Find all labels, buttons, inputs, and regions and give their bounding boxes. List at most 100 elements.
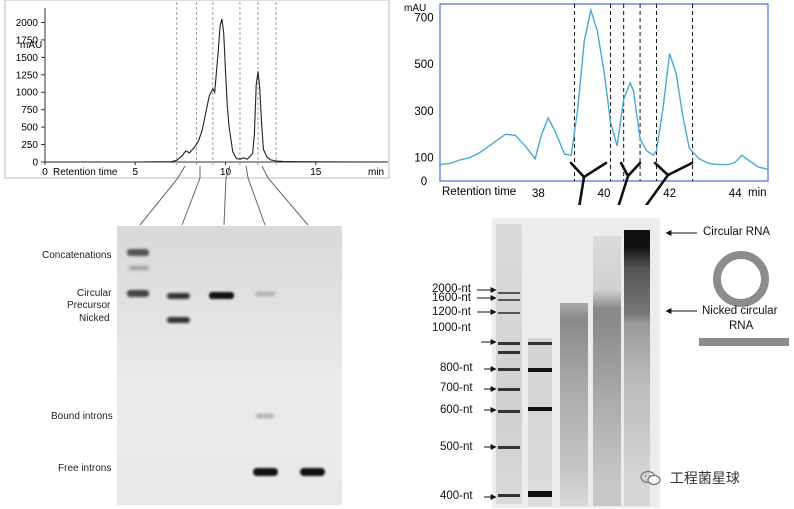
label-circular: Circular xyxy=(77,288,112,299)
sample-lane-3 xyxy=(624,230,650,506)
marker-band xyxy=(528,407,552,411)
right-y-tick-label: 700 xyxy=(414,12,433,24)
left-y-tick-label: 1750 xyxy=(16,35,39,46)
sample-lane-2 xyxy=(593,236,621,506)
ladder-band xyxy=(498,299,520,301)
connector-lane-1 xyxy=(139,165,186,226)
right-chart-frame xyxy=(439,3,769,182)
connector-lane-2 xyxy=(181,166,201,226)
left-y-tick-label: 500 xyxy=(21,123,38,134)
circular-rna-icon xyxy=(713,251,769,307)
right-x-unit: min xyxy=(748,187,767,199)
left-x-unit: min xyxy=(368,167,384,178)
label-precursor: Precursor xyxy=(67,300,111,311)
label-nicked: Nicked xyxy=(79,313,110,324)
marker-band xyxy=(528,368,552,372)
ladder-label-400: 400-nt xyxy=(440,490,473,502)
nicked-rna-icon xyxy=(699,338,789,346)
left-trace-line xyxy=(45,18,389,163)
ladder-band xyxy=(498,494,520,497)
label-free-introns: Free introns xyxy=(58,463,112,474)
left-y-tick-label: 1500 xyxy=(16,53,39,64)
gel-band xyxy=(255,292,275,296)
left-x-tick-label: 0 xyxy=(42,167,48,178)
left-x-axis-label: Retention time xyxy=(53,167,118,178)
left-y-tick-label: 250 xyxy=(21,140,38,151)
left-y-axis-label: mAU xyxy=(20,40,42,51)
right-funnel-2-stem xyxy=(617,174,630,205)
left-x-tick-label: 15 xyxy=(310,167,322,178)
right-y-tick-label: 0 xyxy=(421,176,427,188)
right-trace-line xyxy=(439,7,769,170)
left-chromatogram: mAU 2000 1750 1500 1250 1000 750 500 250 0 0 5 10 1… xyxy=(4,0,390,179)
right-y-tick-label: 300 xyxy=(414,106,433,118)
ladder-label-2000: 2000-nt xyxy=(432,283,472,295)
ladder-band xyxy=(498,312,520,314)
ladder-band xyxy=(498,410,520,413)
gel-band xyxy=(300,468,325,476)
ladder-band xyxy=(498,292,520,294)
ladder-label-1200: 1200-nt xyxy=(432,306,472,318)
right-x-tick-label: 42 xyxy=(663,188,676,200)
left-y-tick-label: 1000 xyxy=(16,88,39,99)
label-nicked-circular-rna-line2: RNA xyxy=(729,320,754,332)
right-y-tick-label: 100 xyxy=(414,153,433,165)
right-funnel-1-stem xyxy=(578,175,586,205)
right-y-axis-label: mAU xyxy=(404,3,426,14)
ladder-lane xyxy=(496,224,522,504)
right-x-tick-label: 40 xyxy=(598,188,611,200)
right-x-tick-label: 44 xyxy=(729,188,742,200)
gel-band xyxy=(127,290,149,297)
ladder-label-1600: 1600-nt xyxy=(432,292,472,304)
label-nicked-circular-rna-line1: Nicked circular xyxy=(702,305,778,317)
label-circular-rna: Circular RNA xyxy=(703,226,771,238)
left-y-tick-label: 750 xyxy=(21,105,38,116)
connector-lane-3 xyxy=(223,165,231,226)
ladder-band xyxy=(498,342,520,345)
left-gel-image xyxy=(117,226,342,505)
gel-band xyxy=(167,293,190,299)
right-x-axis-label: Retention time xyxy=(442,186,516,198)
marker-band xyxy=(528,342,552,345)
connector-lane-4 xyxy=(245,165,266,226)
ladder-label-800: 800-nt xyxy=(440,362,473,374)
watermark-text: 工程菌星球 xyxy=(669,470,740,486)
right-x-tick-label: 38 xyxy=(532,188,545,200)
ladder-label-700: 700-nt xyxy=(440,382,473,394)
ladder-label-1000: 1000-nt xyxy=(432,322,472,334)
gel-band xyxy=(129,266,149,270)
label-bound-introns: Bound introns xyxy=(51,411,113,422)
right-funnel-3-stem xyxy=(644,173,670,205)
ladder-band xyxy=(498,368,520,371)
ladder-label-500: 500-nt xyxy=(440,441,473,453)
ladder-band xyxy=(498,446,520,449)
right-chromatogram: mAU 700 500 300 100 0 38 40 42 44 Retention tim… xyxy=(404,3,769,205)
left-fraction-bounds xyxy=(176,2,277,166)
marker-band xyxy=(528,491,552,497)
left-y-ticks: 2000 1750 1500 1250 1000 750 500 250 0 xyxy=(16,8,46,169)
watermark: 工程菌星球 xyxy=(640,468,740,488)
ladder-band xyxy=(498,351,520,354)
right-y-tick-label: 500 xyxy=(414,59,433,71)
gel-band xyxy=(253,468,278,476)
right-y-ticks: 700 500 300 100 0 xyxy=(414,12,433,188)
left-y-tick-label: 2000 xyxy=(16,18,39,29)
wechat-icon xyxy=(640,470,662,486)
label-concatenations: Concatenations xyxy=(42,250,112,261)
ladder-band xyxy=(498,388,520,391)
gel-band xyxy=(167,317,190,323)
gel-band xyxy=(256,414,274,418)
right-gel-image xyxy=(492,218,660,508)
left-y-tick-label: 0 xyxy=(32,158,38,169)
left-y-tick-label: 1250 xyxy=(16,70,39,81)
left-x-tick-label: 10 xyxy=(220,167,232,178)
left-connectors xyxy=(139,165,309,226)
marker-lane xyxy=(528,338,552,506)
left-x-tick-label: 5 xyxy=(132,167,138,178)
ladder-label-600: 600-nt xyxy=(440,404,473,416)
connector-lane-5 xyxy=(261,165,309,226)
right-x-ticks: 38 40 42 44 xyxy=(532,188,742,200)
sample-lane-1 xyxy=(560,303,588,506)
gel-band xyxy=(127,249,149,256)
